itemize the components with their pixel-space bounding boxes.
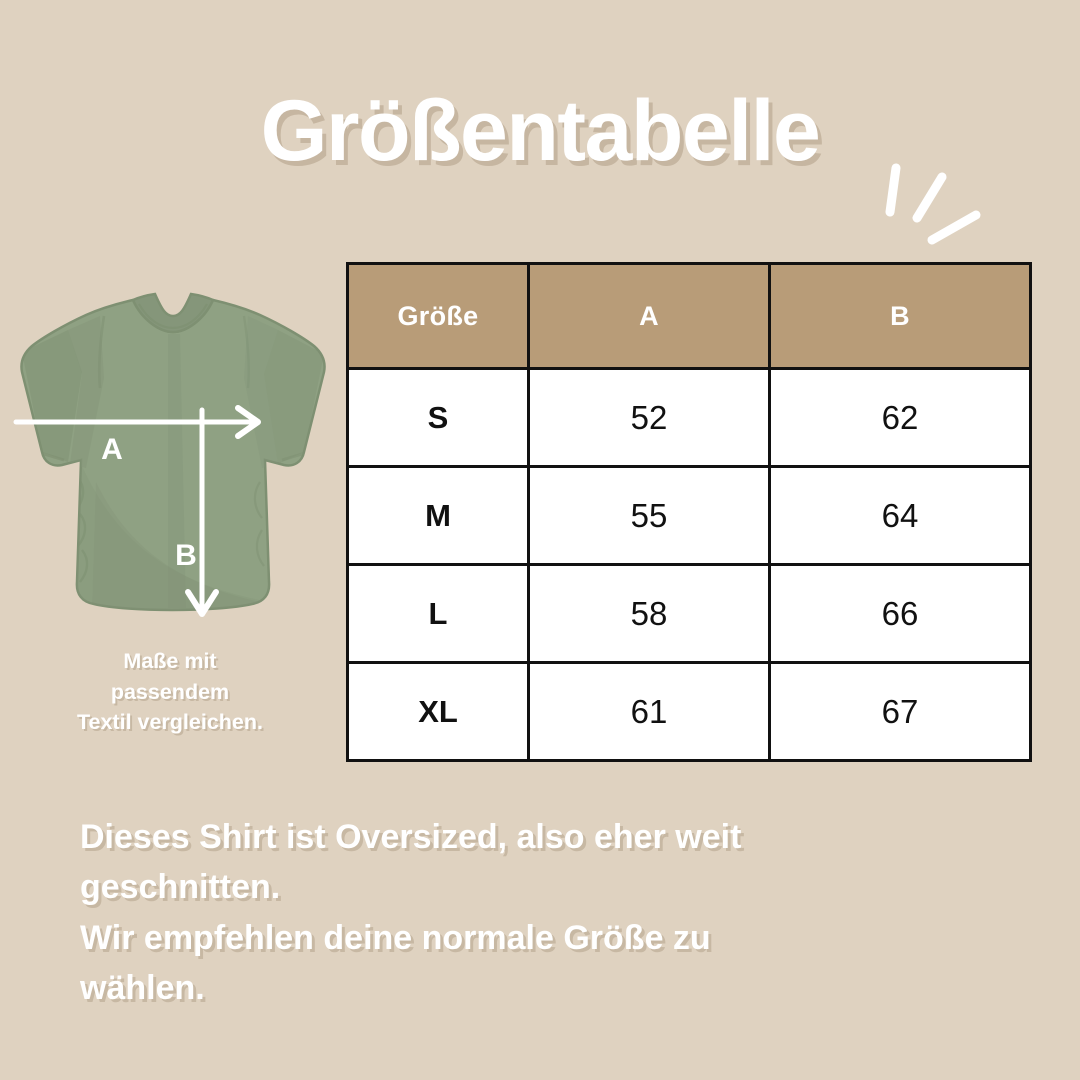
table-row: S 52 62 [346,367,1032,468]
measure-a-label: A [101,433,123,466]
size-table: Größe A B S 52 62 M 55 64 L 58 66 XL 61 … [346,262,1032,762]
cell-b: 64 [768,465,1032,566]
cell-size: S [346,367,530,468]
column-header-a: A [527,262,771,370]
footer-line-2: geschnitten. [80,868,281,907]
table-row: M 55 64 [346,465,1032,566]
caption-line-2: passendem [110,679,230,704]
cell-a: 55 [527,465,771,566]
shirt-collar [131,292,215,334]
arrow-a [13,405,261,439]
arrow-b [185,407,219,617]
footer-line-1: Dieses Shirt ist Oversized, also eher we… [80,818,742,856]
cell-size: XL [346,661,530,762]
footer-line-3: Wir empfehlen deine normale Größe zu [80,918,711,957]
column-header-size: Größe [346,262,530,370]
shirt-caption: Maße mit passendem Textil vergleichen. [10,646,330,738]
shirt-shading [22,315,324,610]
table-header-row: Größe A B [346,262,1032,370]
cell-size: L [346,563,530,664]
table-row: XL 61 67 [346,661,1032,762]
cell-b: 67 [768,661,1032,762]
cell-b: 62 [768,367,1032,468]
shirt-illustration: A B [8,282,338,637]
measure-b-label: B [175,539,197,572]
cell-a: 61 [527,661,771,762]
footer-line-4: wählen. [80,968,205,1007]
cell-a: 52 [527,367,771,468]
footer-note: Dieses Shirt ist Oversized, also eher we… [80,812,960,1013]
caption-line-1: Maße mit [123,649,217,673]
caption-line-3: Textil vergleichen. [76,710,263,735]
cell-b: 66 [768,563,1032,664]
page-title: Größentabelle [260,83,821,179]
cell-a: 58 [527,563,771,664]
measurement-arrows [13,405,261,617]
shirt-svg: A B [13,292,326,617]
table-row: L 58 66 [346,563,1032,664]
cell-size: M [346,465,530,566]
column-header-b: B [768,262,1032,370]
title-block: Größentabelle [0,83,1080,245]
